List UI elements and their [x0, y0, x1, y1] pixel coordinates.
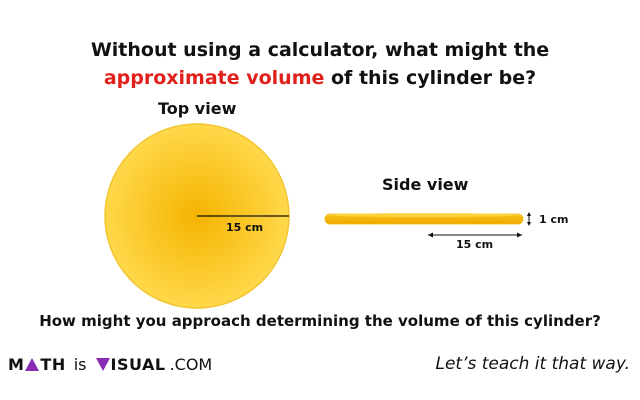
radius-label: 15 cm	[226, 221, 263, 234]
question-line-2: approximate volume of this cylinder be?	[0, 64, 640, 92]
side-view-label: Side view	[382, 175, 469, 194]
bottom-question: How might you approach determining the v…	[39, 312, 601, 330]
brand-com: .COM	[169, 355, 213, 374]
width-label: 15 cm	[456, 238, 493, 251]
side-view-top-edge	[326, 213, 522, 217]
question-highlight: approximate volume	[103, 67, 325, 89]
height-dimension-arrow	[527, 212, 531, 226]
brand-visual: ISUAL	[95, 355, 166, 374]
question-line-2-rest: of this cylinder be?	[324, 67, 537, 89]
brand-logo: M TH is ISUAL .COM	[8, 355, 212, 374]
triangle-icon	[25, 358, 40, 371]
top-view-label: Top view	[158, 99, 237, 118]
inverted-triangle-icon	[95, 358, 110, 371]
brand-is: is	[73, 355, 87, 374]
width-dimension-arrow	[428, 232, 522, 238]
brand-math: M TH	[8, 355, 66, 374]
height-label: 1 cm	[539, 213, 568, 226]
question-line-1: Without using a calculator, what might t…	[90, 39, 550, 61]
tagline: Let’s teach it that way.	[435, 354, 630, 374]
